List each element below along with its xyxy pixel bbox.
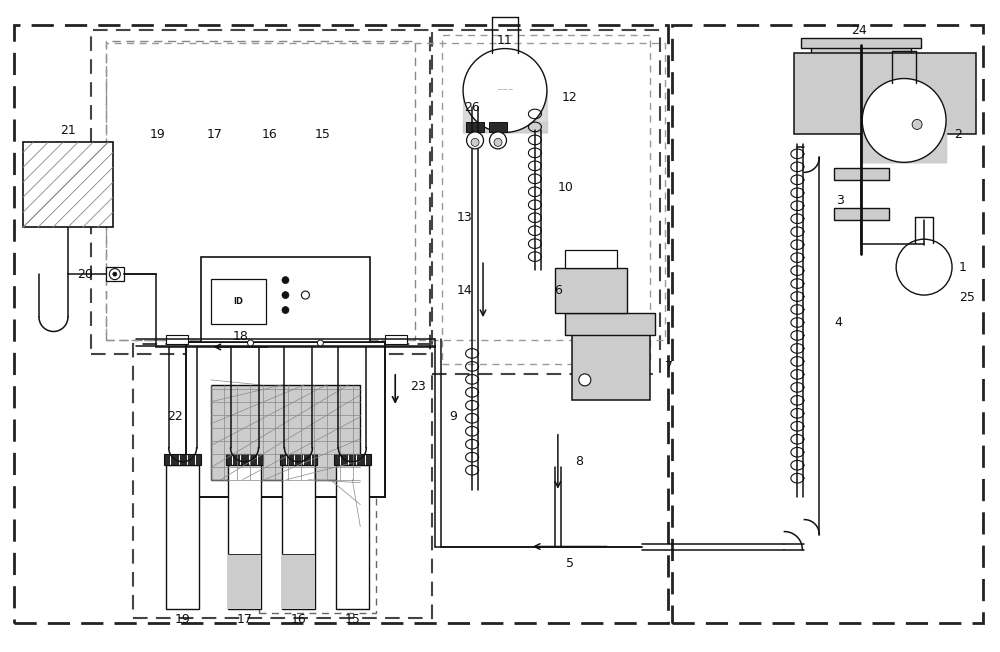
Text: ID: ID — [233, 297, 243, 306]
Circle shape — [282, 291, 289, 299]
Bar — [282, 465, 315, 610]
Text: 19: 19 — [175, 613, 191, 626]
Bar — [201, 257, 370, 342]
Text: 19: 19 — [150, 128, 166, 141]
Text: 13: 13 — [456, 211, 472, 224]
Bar — [106, 42, 665, 340]
Circle shape — [471, 138, 479, 147]
Text: 17: 17 — [207, 128, 223, 141]
Bar — [228, 554, 261, 610]
Bar — [259, 359, 376, 614]
Bar — [106, 40, 415, 340]
Bar — [336, 465, 369, 610]
Bar — [432, 29, 660, 374]
Circle shape — [467, 132, 484, 149]
Circle shape — [282, 276, 289, 284]
Bar — [442, 35, 650, 364]
Text: 15: 15 — [344, 613, 360, 626]
Text: 11: 11 — [497, 34, 513, 47]
Bar — [91, 29, 430, 354]
Bar — [282, 554, 315, 610]
Bar — [23, 142, 113, 227]
Text: 26: 26 — [464, 101, 480, 114]
Circle shape — [113, 272, 117, 276]
Bar — [211, 385, 360, 480]
Text: 10: 10 — [558, 181, 574, 194]
Circle shape — [282, 306, 289, 314]
Text: 9: 9 — [449, 410, 457, 423]
Bar — [166, 465, 199, 610]
Bar — [166, 335, 188, 344]
Bar — [211, 279, 266, 324]
Text: 6: 6 — [554, 284, 562, 297]
Text: 23: 23 — [410, 380, 426, 393]
Circle shape — [109, 269, 120, 280]
Text: 7: 7 — [665, 361, 673, 374]
Text: ~~~: ~~~ — [496, 87, 514, 93]
Bar — [226, 454, 263, 465]
Bar — [164, 454, 201, 465]
Text: 3: 3 — [836, 194, 844, 207]
Circle shape — [896, 239, 952, 295]
Bar — [280, 454, 317, 465]
Circle shape — [248, 340, 254, 346]
Text: 17: 17 — [237, 613, 252, 626]
Bar — [794, 53, 976, 134]
Bar — [565, 250, 617, 268]
Bar — [572, 335, 650, 400]
Bar — [834, 168, 889, 181]
Text: 4: 4 — [834, 316, 842, 329]
Bar — [466, 123, 484, 132]
Text: 21: 21 — [60, 124, 76, 137]
Circle shape — [463, 49, 547, 132]
Text: 8: 8 — [575, 455, 583, 468]
Text: 16: 16 — [291, 613, 306, 626]
Circle shape — [579, 374, 591, 386]
Text: 14: 14 — [456, 284, 472, 297]
Text: 18: 18 — [233, 331, 248, 344]
Circle shape — [494, 138, 502, 147]
Bar — [834, 208, 889, 220]
Bar — [385, 335, 407, 344]
Text: 12: 12 — [562, 91, 578, 104]
Text: 25: 25 — [959, 291, 975, 304]
Bar — [489, 123, 507, 132]
Text: 1: 1 — [959, 261, 967, 274]
Bar — [14, 25, 668, 623]
Text: 16: 16 — [262, 128, 277, 141]
Bar — [133, 344, 432, 618]
Bar — [811, 42, 911, 55]
Bar — [228, 465, 261, 610]
Circle shape — [912, 119, 922, 129]
Circle shape — [862, 78, 946, 162]
Bar — [186, 342, 385, 497]
Text: 24: 24 — [851, 24, 867, 37]
Text: 20: 20 — [77, 267, 93, 280]
Text: 2: 2 — [954, 128, 962, 141]
Text: 22: 22 — [167, 410, 183, 423]
Bar — [555, 268, 627, 313]
Bar — [565, 313, 655, 335]
Bar — [672, 25, 983, 623]
Text: 15: 15 — [314, 128, 330, 141]
Circle shape — [317, 340, 323, 346]
Circle shape — [490, 132, 506, 149]
Bar — [801, 38, 921, 48]
Circle shape — [301, 291, 309, 299]
Bar — [334, 454, 371, 465]
Text: 5: 5 — [566, 557, 574, 570]
Bar — [106, 267, 124, 281]
